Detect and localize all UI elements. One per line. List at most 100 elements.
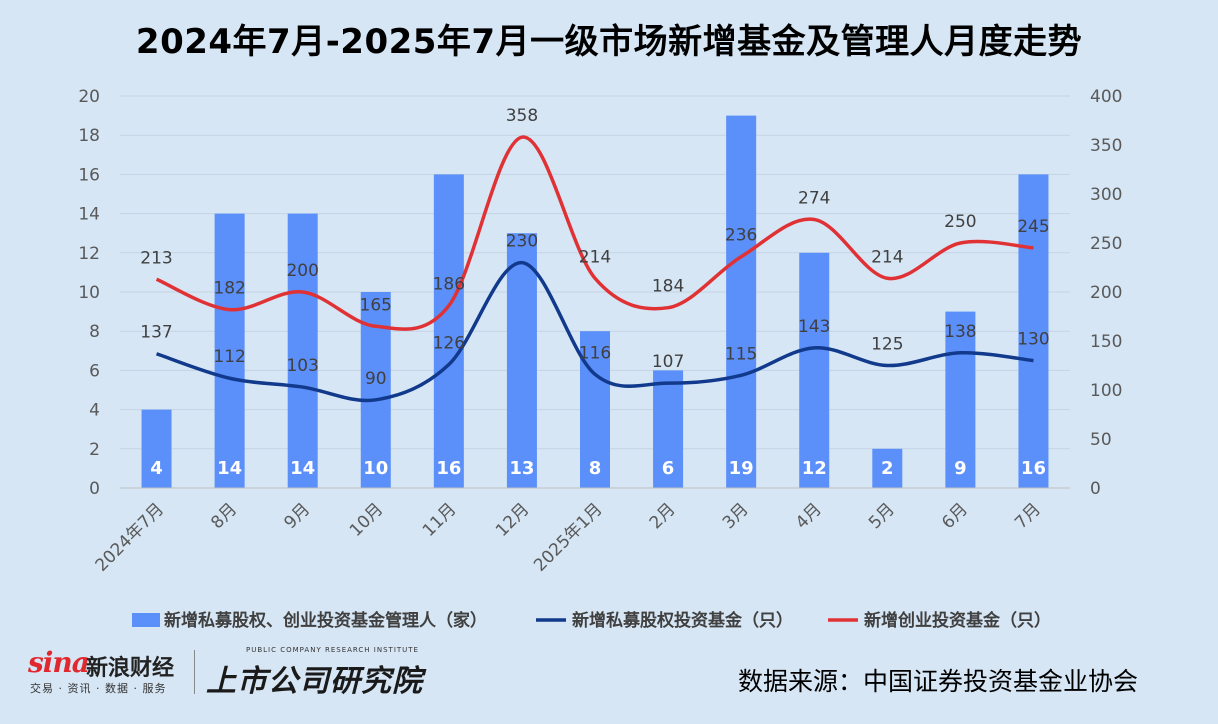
pe-value-label: 138 xyxy=(944,322,976,342)
pe-value-label: 230 xyxy=(506,232,538,252)
pe-value-label: 143 xyxy=(798,317,830,337)
y-left-tick: 12 xyxy=(78,244,100,264)
y-right-tick: 400 xyxy=(1090,87,1122,107)
bar-value-label: 16 xyxy=(1021,458,1046,479)
y-left-tick: 8 xyxy=(89,322,100,342)
x-tick-label: 3月 xyxy=(719,499,753,533)
y-right-tick: 250 xyxy=(1090,234,1122,254)
bar-value-label: 9 xyxy=(954,458,967,479)
x-tick-label: 10月 xyxy=(346,499,387,540)
bar xyxy=(872,448,903,488)
research-institute-logo: PUBLIC COMPANY RESEARCH INSTITUTE 上市公司研究… xyxy=(206,646,446,699)
logo-divider xyxy=(194,650,195,694)
pe-value-label: 125 xyxy=(871,335,903,355)
bar-value-label: 2 xyxy=(881,458,894,479)
pe-value-label: 137 xyxy=(140,323,172,343)
x-tick-label: 11月 xyxy=(419,499,460,540)
bar xyxy=(506,233,537,488)
legend: 新增私募股权、创业投资基金管理人（家） 新增私募股权投资基金（只） 新增创业投资基金… xyxy=(132,610,1051,631)
legend-swatch-bar xyxy=(132,613,160,627)
bar xyxy=(1018,174,1049,488)
bar xyxy=(945,311,976,488)
bar xyxy=(799,252,830,488)
sina-finance-name: 新浪财经 xyxy=(86,656,175,681)
x-tick-label: 8月 xyxy=(207,499,241,533)
x-tick-label: 4月 xyxy=(792,499,826,533)
data-source: 数据来源：中国证券投资基金业协会 xyxy=(737,667,1138,696)
y-right-tick: 50 xyxy=(1090,430,1112,450)
x-tick-label: 5月 xyxy=(865,499,899,533)
y-left-tick: 16 xyxy=(78,165,100,185)
bar xyxy=(141,409,172,488)
y-right-tick: 0 xyxy=(1090,479,1101,499)
legend-label-vc: 新增创业投资基金（只） xyxy=(864,610,1051,631)
sina-wordmark: sina xyxy=(28,646,90,679)
bar-value-label: 10 xyxy=(363,458,388,479)
vc-value-label: 236 xyxy=(725,226,757,246)
bar xyxy=(433,174,464,488)
bar-series xyxy=(141,115,1049,488)
pe-value-label: 112 xyxy=(213,347,245,367)
pe-value-label: 115 xyxy=(725,344,757,364)
vc-value-label: 214 xyxy=(871,247,903,267)
x-tick-label: 2月 xyxy=(646,499,680,533)
x-tick-label: 7月 xyxy=(1011,499,1045,533)
vc-value-label: 182 xyxy=(213,279,245,299)
y-right-tick: 150 xyxy=(1090,332,1122,352)
pe-value-label: 103 xyxy=(286,356,318,376)
bar-value-label: 12 xyxy=(802,458,827,479)
bar-value-label: 6 xyxy=(662,458,675,479)
legend-label-bar: 新增私募股权、创业投资基金管理人（家） xyxy=(164,610,487,631)
y-right-tick: 200 xyxy=(1090,283,1122,303)
vc-value-label: 358 xyxy=(506,106,538,126)
vc-value-label: 214 xyxy=(579,247,611,267)
bar xyxy=(214,213,245,488)
line-pe-fund xyxy=(155,260,1034,403)
line-vc-fund xyxy=(155,135,1034,331)
chart-title: 2024年7月-2025年7月一级市场新增基金及管理人月度走势 xyxy=(135,22,1083,62)
vc-value-label: 213 xyxy=(140,248,172,268)
legend-label-pe: 新增私募股权投资基金（只） xyxy=(572,610,793,631)
y-right-tick: 300 xyxy=(1090,185,1122,205)
bar-value-label: 14 xyxy=(290,458,315,479)
pe-value-label: 130 xyxy=(1017,330,1049,350)
sina-finance-logo: sina 新浪财经 交易 · 资讯 · 数据 · 服务 xyxy=(28,646,188,696)
line-series xyxy=(155,135,1034,403)
vc-value-label: 184 xyxy=(652,277,684,297)
y-left-tick: 4 xyxy=(89,401,100,421)
y-left-tick: 0 xyxy=(89,479,100,499)
x-tick-label: 12月 xyxy=(492,499,533,540)
vc-value-label: 274 xyxy=(798,188,830,208)
pe-value-label: 126 xyxy=(433,334,465,354)
vc-value-label: 165 xyxy=(360,295,392,315)
sina-tagline: 交易 · 资讯 · 数据 · 服务 xyxy=(30,682,167,695)
bar-value-label: 13 xyxy=(509,458,534,479)
x-tick-label: 6月 xyxy=(938,499,972,533)
bar-value-label: 19 xyxy=(729,458,754,479)
research-institute-cn: 上市公司研究院 xyxy=(206,664,423,699)
bar-value-label: 14 xyxy=(217,458,242,479)
vc-value-label: 186 xyxy=(433,275,465,295)
pe-value-label: 107 xyxy=(652,352,684,372)
bar xyxy=(726,115,757,488)
y-left-tick: 18 xyxy=(78,126,100,146)
bar xyxy=(580,331,610,488)
bar xyxy=(287,213,318,488)
y-left-tick: 20 xyxy=(78,87,100,107)
bar-value-label: 16 xyxy=(436,458,461,479)
vc-value-label: 250 xyxy=(944,212,976,232)
vc-value-label: 245 xyxy=(1017,217,1049,237)
y-left-tick: 2 xyxy=(89,440,100,460)
y-left-tick: 6 xyxy=(89,361,100,381)
bar xyxy=(653,370,684,488)
x-tick-label: 2025年1月 xyxy=(530,499,606,575)
x-tick-label: 2024年7月 xyxy=(92,499,168,575)
x-tick-label: 9月 xyxy=(280,499,314,533)
bar-value-label: 4 xyxy=(150,458,163,479)
bar-value-label: 8 xyxy=(589,458,602,479)
pe-value-label: 90 xyxy=(365,369,387,389)
y-right-tick: 100 xyxy=(1090,381,1122,401)
y-left-tick: 10 xyxy=(78,283,100,303)
